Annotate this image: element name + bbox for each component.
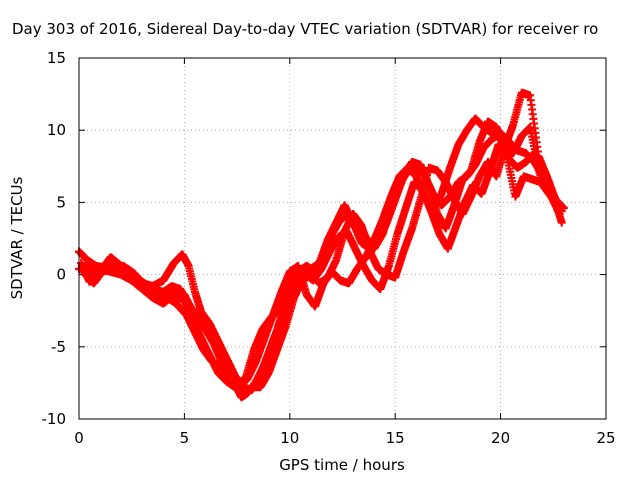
chart-title: Day 303 of 2016, Sidereal Day-to-day VTE…	[12, 20, 598, 38]
y-tick-label: -10	[42, 410, 67, 428]
x-tick-label: 25	[596, 429, 615, 447]
data-points	[75, 88, 568, 402]
series-5-markers	[81, 140, 562, 389]
y-tick-labels: -10 -5 0 5 10 15	[42, 49, 67, 428]
x-tick-label: 15	[386, 429, 405, 447]
x-tick-label: 5	[180, 429, 190, 447]
y-tick-label: 15	[47, 49, 66, 67]
x-tick-label: 0	[74, 429, 84, 447]
y-axis-label: SDTVAR / TECUs	[8, 176, 26, 299]
y-tick-label: 5	[56, 193, 66, 211]
x-axis-label: GPS time / hours	[279, 456, 405, 474]
series-4	[79, 88, 568, 400]
y-tick-label: 0	[56, 266, 66, 284]
x-tick-label: 10	[280, 429, 299, 447]
y-tick-label: -5	[51, 338, 66, 356]
x-tick-label: 20	[491, 429, 510, 447]
x-tick-labels: 0 5 10 15 20 25	[74, 429, 615, 447]
series-5	[81, 140, 562, 389]
y-tick-label: 10	[47, 121, 66, 139]
plot-frame	[78, 57, 607, 420]
series-4-markers	[79, 88, 568, 400]
